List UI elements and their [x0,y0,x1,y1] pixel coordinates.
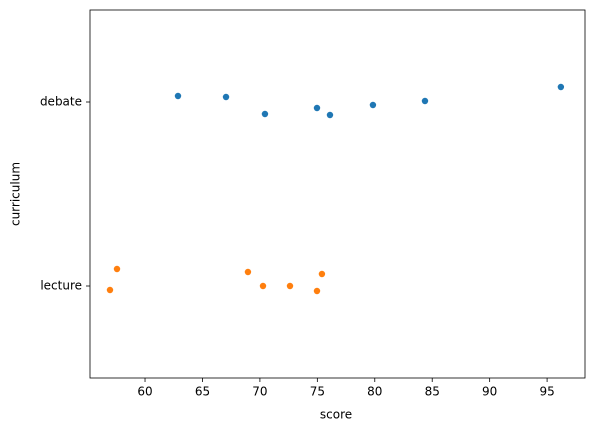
point [421,97,429,105]
x-tick-label: 95 [539,385,554,399]
point [259,282,267,290]
point [174,92,182,100]
point [222,93,230,101]
point [113,265,121,273]
point [106,286,114,294]
point [557,83,565,91]
point [261,110,269,118]
point [318,270,326,278]
point [326,111,334,119]
point [313,104,321,112]
point [369,101,377,109]
x-tick-label: 80 [367,385,382,399]
y-tick-label: lecture [40,279,82,293]
point [313,287,321,295]
point [286,282,294,290]
y-tick-label: debate [40,95,82,109]
x-tick-label: 70 [252,385,267,399]
plot-frame [89,9,586,379]
y-axis-label: curriculum [9,162,23,226]
x-tick-label: 60 [137,385,152,399]
x-tick-label: 65 [195,385,210,399]
x-tick-label: 90 [482,385,497,399]
x-tick-label: 75 [310,385,325,399]
x-axis-label: score [320,408,352,422]
x-tick-label: 85 [425,385,440,399]
point [244,268,252,276]
